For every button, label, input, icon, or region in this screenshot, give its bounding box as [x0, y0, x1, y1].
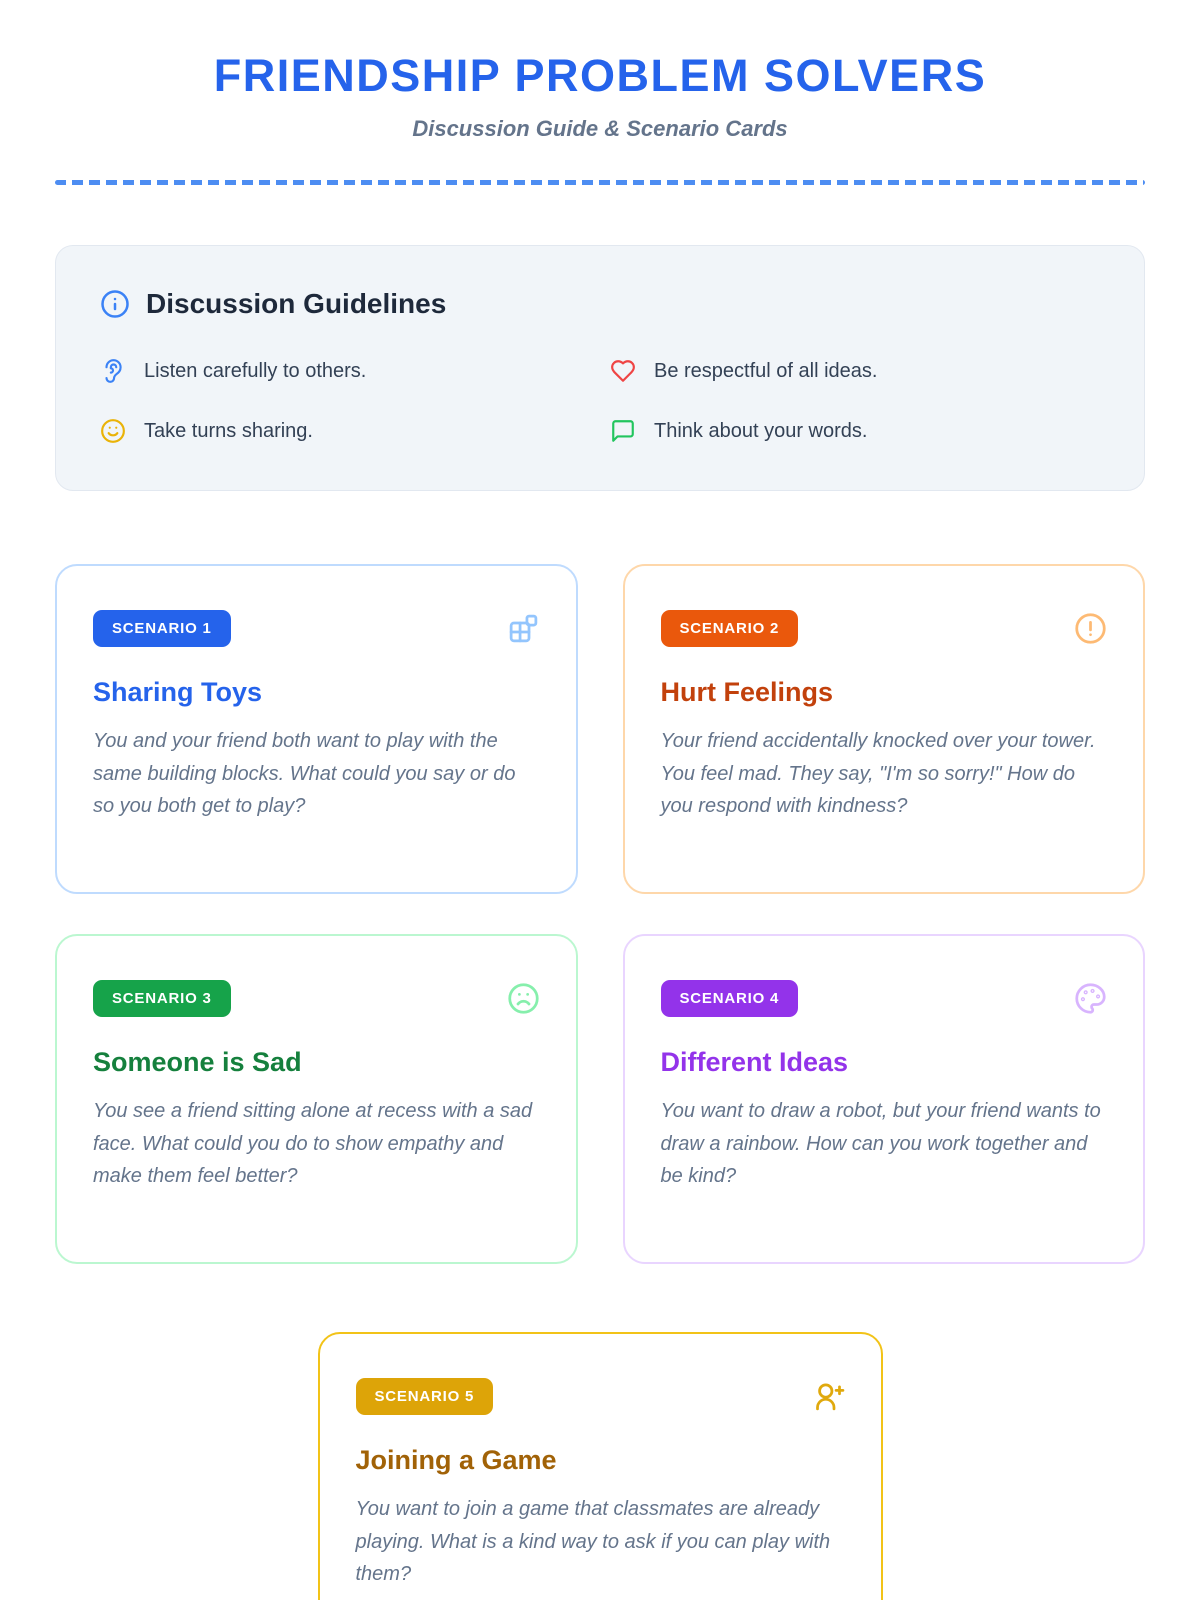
card-header: SCENARIO 4	[660, 980, 1108, 1017]
card-header: SCENARIO 3	[93, 980, 540, 1017]
scenario-card-2: SCENARIO 2 Hurt Feelings Your friend acc…	[622, 564, 1145, 894]
guideline-item: Be respectful of all ideas.	[610, 358, 1100, 384]
scenario-title: Joining a Game	[355, 1445, 557, 1475]
scenario-text: You want to draw a robot, but your frien…	[660, 1100, 1101, 1188]
guideline-text: Take turns sharing.	[144, 419, 313, 442]
scenario-badge: SCENARIO 5	[355, 1378, 494, 1415]
smiley-icon	[100, 418, 126, 444]
message-square-icon	[610, 418, 636, 444]
ear-icon	[100, 358, 126, 384]
guideline-item: Think about your words.	[610, 418, 1100, 444]
alert-circle-icon	[1074, 612, 1107, 645]
scenario-badge: SCENARIO 3	[93, 980, 231, 1017]
scenario-text: You and your friend both want to play wi…	[93, 730, 516, 818]
page-header: FRIENDSHIP PROBLEM SOLVERS Discussion Gu…	[55, 50, 1145, 142]
blocks-icon	[507, 612, 540, 645]
scenario-card-3: SCENARIO 3 Someone is Sad You see a frie…	[55, 934, 578, 1264]
scenario-title: Hurt Feelings	[660, 677, 834, 707]
scenario-badge: SCENARIO 4	[660, 980, 799, 1017]
guideline-text: Be respectful of all ideas.	[654, 359, 878, 382]
scenario-text: You want to join a game that classmates …	[355, 1498, 831, 1586]
guideline-text: Listen carefully to others.	[144, 359, 367, 382]
card-header: SCENARIO 2	[660, 610, 1108, 647]
scenario-badge: SCENARIO 2	[660, 610, 799, 647]
guideline-text: Think about your words.	[654, 419, 868, 442]
scenario-text: You see a friend sitting alone at recess…	[93, 1100, 533, 1188]
scenario-card-4: SCENARIO 4 Different Ideas You want to d…	[622, 934, 1145, 1264]
page-title: FRIENDSHIP PROBLEM SOLVERS	[213, 50, 987, 101]
card-header: SCENARIO 5	[355, 1378, 845, 1415]
guideline-item: Take turns sharing.	[100, 418, 590, 444]
guidelines-header: Discussion Guidelines	[100, 288, 1100, 320]
scenario-title: Sharing Toys	[93, 677, 263, 707]
scenario-text: Your friend accidentally knocked over yo…	[660, 730, 1096, 818]
guideline-item: Listen carefully to others.	[100, 358, 590, 384]
guidelines-title: Discussion Guidelines	[146, 288, 447, 319]
scenario-title: Different Ideas	[660, 1047, 849, 1077]
dashed-divider	[55, 180, 1145, 185]
scenario-title: Someone is Sad	[93, 1047, 302, 1077]
guidelines-list: Listen carefully to others. Be respectfu…	[100, 358, 1100, 444]
scenario-card-5: SCENARIO 5 Joining a Game You want to jo…	[317, 1332, 883, 1600]
user-plus-icon	[812, 1380, 845, 1413]
page-subtitle: Discussion Guide & Scenario Cards	[412, 116, 788, 141]
frown-icon	[507, 982, 540, 1015]
palette-icon	[1074, 982, 1107, 1015]
card-header: SCENARIO 1	[93, 610, 540, 647]
scenario-badge: SCENARIO 1	[93, 610, 231, 647]
scenario-card-1: SCENARIO 1 Sharing Toys You and your fri…	[55, 564, 578, 894]
heart-icon	[610, 358, 636, 384]
info-icon	[100, 289, 130, 319]
scenario-grid: SCENARIO 1 Sharing Toys You and your fri…	[55, 564, 1145, 1264]
guidelines-panel: Discussion Guidelines Listen carefully t…	[55, 245, 1145, 491]
